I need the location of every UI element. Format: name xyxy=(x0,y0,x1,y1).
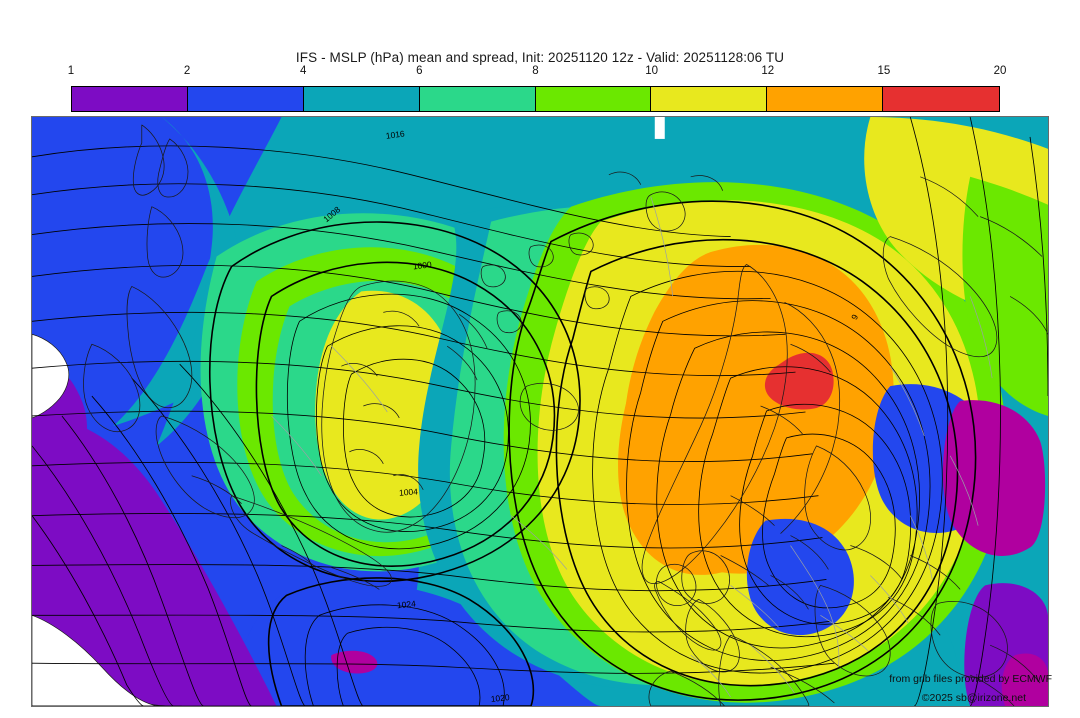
colorbar-tick-6: 6 xyxy=(416,65,423,77)
land-northamerica xyxy=(32,333,70,419)
political-borders xyxy=(271,196,993,698)
contour-label-1020: 1020 xyxy=(490,692,510,704)
credit-ecmwf: from grib files provided by ECMWF xyxy=(889,673,1052,685)
pole-gap xyxy=(654,117,665,139)
contour-label-1024: 1024 xyxy=(396,598,416,610)
colorbar-segment-5 xyxy=(535,87,652,111)
colorbar-tick-15: 15 xyxy=(877,65,891,77)
mslp-contours-greenland-thin xyxy=(286,293,531,550)
contour-label-1004b: 1004 xyxy=(399,486,419,497)
land-northamerica-coast xyxy=(32,614,158,706)
colorbar-segment-8 xyxy=(883,87,999,111)
colorbar: 1 2 4 6 8 10 12 15 20 xyxy=(68,65,1006,112)
colorbar-tick-4: 4 xyxy=(300,65,307,77)
spread-band-purple-patch xyxy=(331,650,378,674)
colorbar-segment-6 xyxy=(651,87,768,111)
colorbar-tick-12: 12 xyxy=(761,65,775,77)
mslp-contours-southwest xyxy=(32,363,364,706)
contour-label-1016: 1016 xyxy=(385,128,405,141)
colorbar-segment-1 xyxy=(72,87,188,111)
contour-label-1000: 1000 xyxy=(412,259,432,271)
colorbar-segments xyxy=(71,86,1000,112)
mslp-contours-greenland xyxy=(209,221,581,583)
spread-band-purple-southwest xyxy=(32,415,277,706)
mslp-contours-east xyxy=(909,117,1048,706)
colorbar-tick-10: 10 xyxy=(645,65,659,77)
mslp-contours-scandinavia-thin xyxy=(592,270,943,674)
spread-band-blue-centralsouth xyxy=(231,583,601,706)
spread-band-blue-europe xyxy=(746,518,854,636)
colorbar-tick-20: 20 xyxy=(993,65,1007,77)
colorbar-segment-2 xyxy=(187,87,304,111)
colorbar-tick-8: 8 xyxy=(532,65,539,77)
colorbar-segment-4 xyxy=(419,87,536,111)
colorbar-tick-2: 2 xyxy=(183,65,191,77)
mslp-contours-scandinavia xyxy=(508,200,977,701)
mslp-contours-anticyclone xyxy=(267,577,535,706)
colorbar-tick-labels: 1 2 4 6 8 10 12 15 20 xyxy=(67,65,1007,83)
colorbar-segment-3 xyxy=(303,87,420,111)
mslp-contours-anticyclone-thin xyxy=(304,604,505,706)
colorbar-segment-7 xyxy=(767,87,884,111)
page-title: IFS - MSLP (hPa) mean and spread, Init: … xyxy=(295,50,785,65)
coastlines xyxy=(83,124,1048,706)
spread-band-magenta-se xyxy=(1001,653,1048,706)
map-svg: 1016 1000 1008 1004 1024 988 1020 xyxy=(32,117,1048,706)
map-canvas[interactable]: 1016 1000 1008 1004 1024 988 1020 xyxy=(31,116,1049,707)
credit-copyright: ©2025 sb@irizone.net xyxy=(921,692,1026,704)
colorbar-tick-1: 1 xyxy=(67,65,75,77)
